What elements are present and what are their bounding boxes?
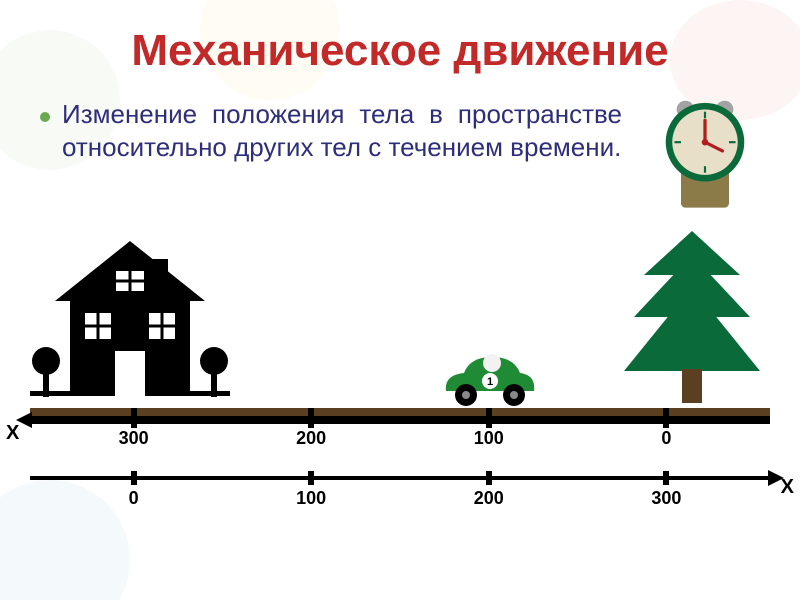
bullet-icon: [40, 112, 50, 122]
axis-tick: [663, 408, 669, 428]
axis-tick: [486, 471, 492, 485]
axis-bottom-label: X: [781, 476, 794, 499]
axis-top-label: X: [6, 422, 19, 445]
axis-tick-label: 200: [296, 428, 326, 449]
bg-blob: [0, 480, 130, 600]
axis-tick-label: 0: [661, 428, 671, 449]
axis-tick: [308, 471, 314, 485]
axis-tick: [486, 408, 492, 428]
page-title: Механическое движение: [0, 26, 800, 76]
axis-tick: [308, 408, 314, 428]
axis-tick-label: 300: [651, 488, 681, 509]
axis-tick-label: 200: [474, 488, 504, 509]
axis-tick: [131, 408, 137, 428]
tree-icon: [622, 231, 762, 416]
axis-bottom: X 0100200300: [30, 476, 770, 480]
clock-icon: [650, 92, 760, 217]
axis-line: [30, 416, 770, 424]
house-icon: [30, 241, 210, 416]
definition-block: Изменение положения тела в пространстве …: [40, 98, 622, 163]
diagram-scene: 1 X 3002001000 X 0100200300: [30, 270, 770, 480]
axis-line: [30, 476, 770, 480]
axis-tick-label: 100: [296, 488, 326, 509]
axis-tick-label: 100: [474, 428, 504, 449]
axis-top: X 3002001000: [30, 416, 770, 424]
clock-svg: [650, 92, 760, 212]
car-number: 1: [487, 376, 493, 388]
axis-tick-label: 300: [119, 428, 149, 449]
axis-tick-label: 0: [129, 488, 139, 509]
axis-tick: [663, 471, 669, 485]
axis-tick: [131, 471, 137, 485]
car-icon: 1: [440, 351, 530, 416]
definition-text: Изменение положения тела в пространстве …: [62, 98, 622, 163]
